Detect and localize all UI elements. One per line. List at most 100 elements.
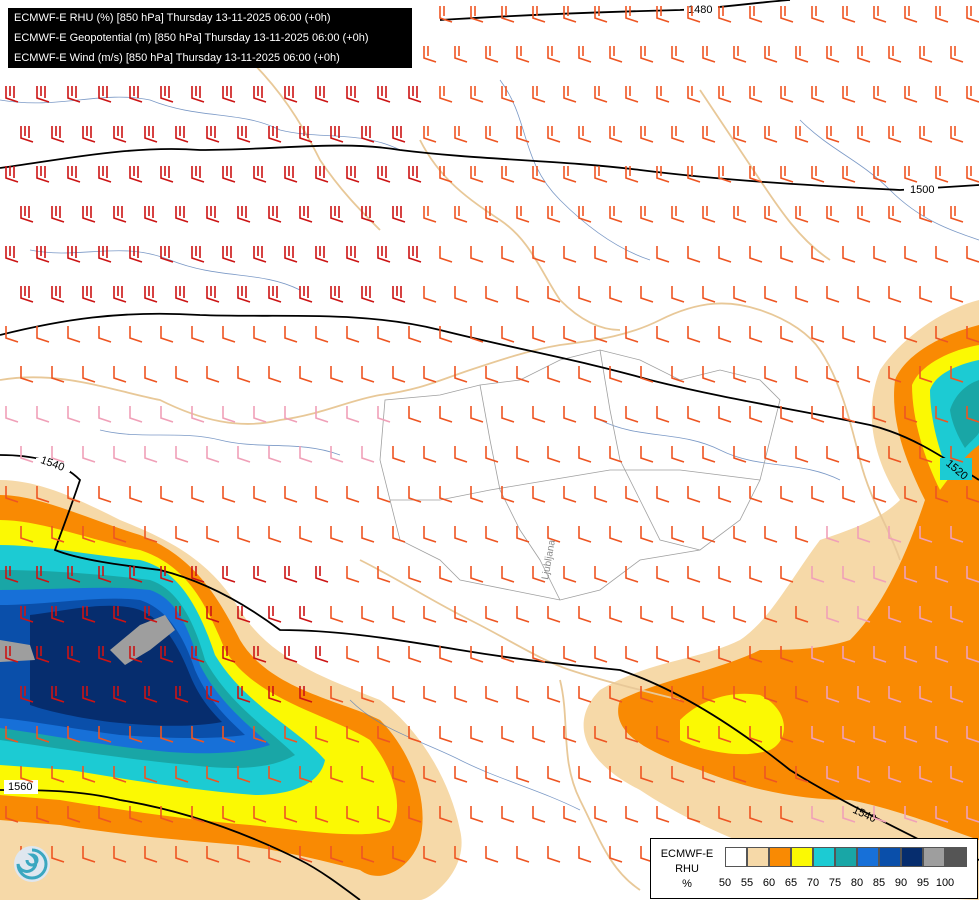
- wind-barb: [532, 6, 546, 23]
- wind-barb: [67, 246, 81, 263]
- wind-barb: [780, 726, 794, 743]
- legend-title-unit: %: [682, 878, 692, 890]
- wind-barb: [330, 446, 344, 463]
- wind-barb: [284, 806, 298, 823]
- wind-barb: [687, 726, 701, 743]
- wind-barb: [935, 646, 949, 663]
- wind-barb: [175, 686, 189, 703]
- wind-barb: [377, 646, 391, 663]
- wind-barb: [98, 566, 112, 583]
- wind-barb: [330, 286, 344, 303]
- wind-barb: [919, 766, 933, 783]
- wind-barb: [485, 606, 499, 623]
- wind-barb: [129, 86, 143, 103]
- wind-barb: [454, 606, 468, 623]
- wind-barb: [516, 126, 530, 143]
- wind-barb: [439, 86, 453, 103]
- wind-barb: [594, 326, 608, 343]
- wind-barb: [253, 86, 267, 103]
- wind-barb: [609, 46, 623, 63]
- wind-barb: [67, 806, 81, 823]
- wind-barb: [919, 446, 933, 463]
- wind-barb: [51, 846, 65, 863]
- wind-barb: [82, 606, 96, 623]
- wind-barb: [671, 286, 685, 303]
- wind-barb: [206, 286, 220, 303]
- wind-barb: [144, 126, 158, 143]
- wind-barb: [780, 646, 794, 663]
- wind-barb: [175, 526, 189, 543]
- humidity-field: [0, 300, 979, 900]
- wind-barb: [532, 86, 546, 103]
- wind-barb: [640, 526, 654, 543]
- wind-barb: [206, 206, 220, 223]
- wind-barb: [501, 646, 515, 663]
- wind-barb: [640, 46, 654, 63]
- legend-swatch: [901, 847, 923, 867]
- wind-barb: [361, 766, 375, 783]
- wind-barb: [702, 446, 716, 463]
- wind-barb: [904, 166, 918, 183]
- wind-barb: [904, 326, 918, 343]
- wind-barb: [160, 726, 174, 743]
- wind-barb: [935, 486, 949, 503]
- wind-barb: [51, 766, 65, 783]
- wind-barb: [702, 366, 716, 383]
- wind-barb: [191, 566, 205, 583]
- wind-barb: [377, 806, 391, 823]
- wind-barb: [36, 166, 50, 183]
- wind-barb: [594, 566, 608, 583]
- wind-barb: [51, 206, 65, 223]
- wind-barb: [284, 166, 298, 183]
- wind-barb: [36, 486, 50, 503]
- wind-barb: [764, 286, 778, 303]
- wind-barb: [113, 286, 127, 303]
- wind-barb: [129, 406, 143, 423]
- legend-title: ECMWF-E RHU %: [655, 847, 719, 892]
- wind-barb: [780, 806, 794, 823]
- wind-barb: [284, 86, 298, 103]
- legend-title-variable: RHU: [675, 863, 699, 875]
- legend-tick-label: 90: [894, 877, 908, 889]
- wind-barb: [563, 806, 577, 823]
- wind-barb: [330, 526, 344, 543]
- wind-barb: [795, 206, 809, 223]
- wind-barb: [547, 46, 561, 63]
- wind-barb: [826, 206, 840, 223]
- wind-barb: [361, 446, 375, 463]
- wind-barb: [904, 406, 918, 423]
- wind-barb: [51, 446, 65, 463]
- wind-barb: [919, 206, 933, 223]
- wind-barb: [454, 526, 468, 543]
- wind-barb: [144, 846, 158, 863]
- wind-barb: [501, 166, 515, 183]
- wind-barb: [749, 326, 763, 343]
- legend-swatch: [791, 847, 813, 867]
- wind-barb: [330, 366, 344, 383]
- wind-barb: [780, 86, 794, 103]
- wind-barb: [408, 326, 422, 343]
- wind-barb: [625, 646, 639, 663]
- wind-barb: [795, 446, 809, 463]
- wind-barb: [377, 246, 391, 263]
- wind-barb: [857, 686, 871, 703]
- wind-barb: [578, 126, 592, 143]
- wind-barb: [563, 86, 577, 103]
- contour-label-1500: 1500: [910, 184, 934, 196]
- contour-label-1480: 1480: [688, 4, 712, 16]
- wind-barb: [888, 366, 902, 383]
- wind-barb: [764, 766, 778, 783]
- wind-barb: [392, 606, 406, 623]
- wind-barb: [578, 366, 592, 383]
- wind-barb: [206, 366, 220, 383]
- wind-barb: [160, 566, 174, 583]
- wind-barb: [578, 46, 592, 63]
- wind-barb: [532, 326, 546, 343]
- wind-barb: [299, 126, 313, 143]
- wind-barb: [423, 46, 437, 63]
- wind-barb: [361, 126, 375, 143]
- wind-barb: [547, 606, 561, 623]
- wind-barb: [253, 406, 267, 423]
- wind-barb: [904, 486, 918, 503]
- wind-barb: [687, 326, 701, 343]
